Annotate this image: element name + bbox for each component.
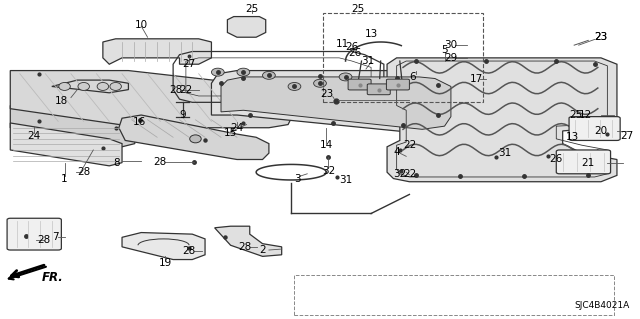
Text: 17: 17 — [470, 73, 483, 84]
Ellipse shape — [262, 71, 275, 79]
Text: 32: 32 — [393, 169, 406, 179]
Text: 28: 28 — [238, 242, 252, 252]
Text: 4: 4 — [394, 146, 400, 157]
Text: 19: 19 — [159, 258, 172, 268]
Polygon shape — [221, 77, 451, 129]
FancyBboxPatch shape — [367, 84, 390, 95]
Text: 25: 25 — [245, 4, 259, 14]
FancyBboxPatch shape — [556, 150, 611, 174]
Text: 31: 31 — [339, 175, 352, 185]
Text: 24: 24 — [230, 123, 244, 133]
Polygon shape — [119, 115, 269, 160]
Text: 31: 31 — [499, 148, 512, 158]
Text: 2: 2 — [259, 245, 266, 255]
Text: 22: 22 — [179, 85, 193, 95]
Text: 22: 22 — [403, 169, 416, 179]
Text: 13: 13 — [364, 29, 378, 39]
Text: 12: 12 — [579, 110, 591, 120]
Ellipse shape — [237, 68, 250, 76]
Text: 26: 26 — [346, 42, 358, 52]
Text: 14: 14 — [320, 140, 333, 150]
Text: 28: 28 — [77, 167, 90, 177]
Text: 9: 9 — [179, 110, 186, 120]
Ellipse shape — [211, 68, 224, 76]
Text: 6: 6 — [410, 72, 416, 82]
Polygon shape — [10, 123, 122, 166]
Text: 18: 18 — [55, 96, 68, 106]
Text: 27: 27 — [620, 131, 633, 141]
Text: 1: 1 — [61, 174, 68, 183]
Text: 29: 29 — [444, 53, 458, 63]
Text: 26: 26 — [349, 48, 362, 58]
Polygon shape — [103, 39, 211, 64]
Text: 31: 31 — [361, 56, 374, 66]
Ellipse shape — [189, 135, 201, 143]
Text: 11: 11 — [336, 39, 349, 48]
Text: 27: 27 — [182, 59, 196, 69]
Text: 23: 23 — [595, 32, 607, 42]
Text: 8: 8 — [114, 158, 120, 168]
Text: 22: 22 — [403, 140, 416, 150]
Text: 16: 16 — [133, 117, 147, 127]
Text: 24: 24 — [28, 131, 40, 141]
Text: 25: 25 — [352, 4, 365, 14]
FancyBboxPatch shape — [569, 117, 620, 140]
Bar — [294, 275, 614, 315]
Text: 15: 15 — [224, 129, 237, 138]
Ellipse shape — [59, 83, 70, 90]
Ellipse shape — [288, 83, 301, 90]
Polygon shape — [211, 70, 461, 134]
Ellipse shape — [78, 83, 90, 90]
Text: 23: 23 — [595, 32, 607, 42]
Ellipse shape — [97, 83, 109, 90]
Polygon shape — [122, 233, 205, 260]
FancyBboxPatch shape — [7, 218, 61, 250]
Text: SJC4B4021A: SJC4B4021A — [575, 301, 630, 310]
Polygon shape — [10, 70, 294, 128]
Polygon shape — [214, 226, 282, 256]
Ellipse shape — [110, 83, 122, 90]
Text: 28: 28 — [170, 85, 183, 95]
Polygon shape — [52, 80, 129, 93]
Text: 13: 13 — [566, 132, 579, 142]
Text: 30: 30 — [444, 40, 458, 50]
Ellipse shape — [314, 79, 326, 87]
Polygon shape — [387, 58, 617, 182]
Bar — [323, 13, 483, 102]
Text: 5: 5 — [441, 45, 448, 55]
Text: 26: 26 — [550, 154, 563, 165]
Text: 25: 25 — [569, 110, 582, 120]
FancyBboxPatch shape — [387, 79, 410, 90]
Text: 21: 21 — [582, 158, 595, 168]
Text: 28: 28 — [182, 246, 196, 256]
Text: 28: 28 — [37, 234, 50, 245]
Text: 20: 20 — [595, 126, 607, 136]
Text: 7: 7 — [52, 232, 59, 242]
FancyBboxPatch shape — [348, 79, 371, 90]
Text: 28: 28 — [154, 157, 167, 167]
Polygon shape — [10, 106, 135, 147]
Ellipse shape — [339, 73, 352, 81]
Text: 32: 32 — [322, 166, 335, 176]
Text: FR.: FR. — [42, 271, 64, 284]
Polygon shape — [227, 17, 266, 37]
Text: 23: 23 — [320, 89, 333, 100]
Text: 3: 3 — [294, 174, 301, 183]
Text: 10: 10 — [134, 19, 148, 30]
